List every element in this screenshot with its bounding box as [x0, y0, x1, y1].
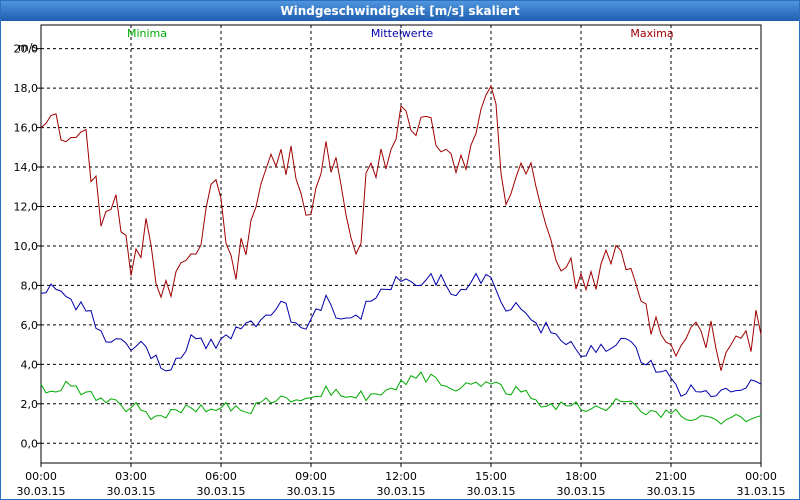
legend: Maxima Mittelwerte Minima	[127, 27, 674, 40]
x-tick-date: 31.03.15	[737, 485, 786, 498]
x-axis-ticks: 00:00 30.03.15 03:00 30.03.15 06:00 30.03.15 0…	[17, 463, 786, 498]
y-tick-label: 6,0	[21, 319, 39, 332]
legend-entry-mittelwerte: Mittelwerte	[371, 27, 434, 40]
series-line-mittelwerte	[40, 272, 762, 398]
y-tick-label: 10,0	[14, 240, 39, 253]
y-tick-label: 20,0	[14, 43, 39, 56]
y-tick-label: 2,0	[21, 398, 39, 411]
x-tick-time: 09:00	[295, 470, 327, 483]
y-tick-label: 0,0	[21, 437, 39, 450]
x-tick-time: 03:00	[115, 470, 147, 483]
x-tick-date: 30.03.15	[287, 485, 336, 498]
window-title: Windgeschwindigkeit [m/s] skaliert	[1, 1, 799, 21]
legend-entry-maxima: Maxima	[630, 27, 673, 40]
x-tick-time: 18:00	[565, 470, 597, 483]
y-axis-label: m/s	[18, 41, 38, 54]
y-tick-label: 14,0	[14, 161, 39, 174]
x-tick-time: 00:00	[25, 470, 57, 483]
x-tick-time: 00:00	[745, 470, 777, 483]
x-tick-date: 30.03.15	[647, 485, 696, 498]
series-layer	[40, 84, 762, 425]
y-tick-label: 4,0	[21, 358, 39, 371]
x-tick-date: 30.03.15	[197, 485, 246, 498]
series-line-minima	[40, 371, 762, 425]
x-tick-date: 30.03.15	[107, 485, 156, 498]
y-tick-label: 12,0	[14, 201, 39, 214]
y-tick-label: 8,0	[21, 279, 39, 292]
y-tick-label: 16,0	[14, 122, 39, 135]
x-tick-date: 30.03.15	[557, 485, 606, 498]
legend-entry-minima: Minima	[127, 27, 167, 40]
x-tick-time: 21:00	[655, 470, 687, 483]
x-tick-date: 30.03.15	[377, 485, 426, 498]
y-axis-ticks: 0,0 2,0 4,0 6,0 8,0 10,0 12,0 14,0 16,0 18,0 20,0	[14, 43, 41, 450]
grid-lines	[41, 25, 761, 463]
y-tick-label: 18,0	[14, 82, 39, 95]
x-tick-time: 12:00	[385, 470, 417, 483]
x-tick-date: 30.03.15	[17, 485, 66, 498]
x-tick-date: 30.03.15	[467, 485, 516, 498]
x-tick-time: 06:00	[205, 470, 237, 483]
x-tick-time: 15:00	[475, 470, 507, 483]
series-line-maxima	[40, 84, 762, 371]
